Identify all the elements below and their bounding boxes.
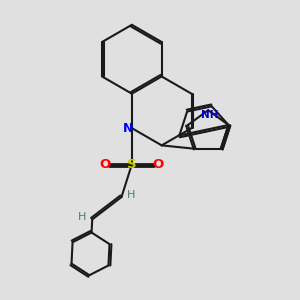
Text: N: N bbox=[122, 122, 133, 135]
Text: H: H bbox=[78, 212, 86, 222]
Text: O: O bbox=[100, 158, 111, 171]
Text: O: O bbox=[153, 158, 164, 171]
Text: S: S bbox=[127, 158, 137, 171]
Text: H: H bbox=[127, 190, 135, 200]
Text: NH: NH bbox=[201, 110, 219, 120]
